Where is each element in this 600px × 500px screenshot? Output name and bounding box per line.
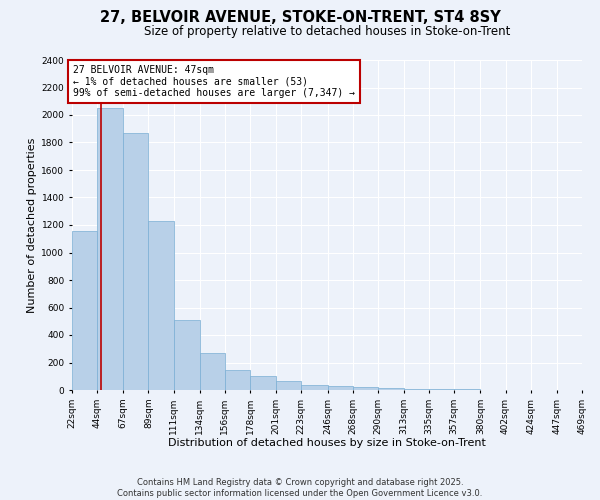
Text: 27 BELVOIR AVENUE: 47sqm
← 1% of detached houses are smaller (53)
99% of semi-de: 27 BELVOIR AVENUE: 47sqm ← 1% of detache… — [73, 65, 355, 98]
Text: Contains HM Land Registry data © Crown copyright and database right 2025.
Contai: Contains HM Land Registry data © Crown c… — [118, 478, 482, 498]
Bar — [328, 386, 353, 390]
Bar — [124, 133, 148, 390]
Bar — [225, 370, 250, 390]
Bar — [301, 384, 328, 390]
Bar — [72, 230, 97, 390]
Bar — [250, 376, 276, 390]
Y-axis label: Number of detached properties: Number of detached properties — [27, 138, 37, 312]
Bar — [276, 381, 301, 390]
Title: Size of property relative to detached houses in Stoke-on-Trent: Size of property relative to detached ho… — [144, 25, 510, 38]
Bar — [429, 389, 454, 390]
Bar — [378, 388, 404, 390]
Bar — [173, 320, 200, 390]
Bar — [200, 353, 225, 390]
X-axis label: Distribution of detached houses by size in Stoke-on-Trent: Distribution of detached houses by size … — [168, 438, 486, 448]
Bar — [353, 387, 378, 390]
Text: 27, BELVOIR AVENUE, STOKE-ON-TRENT, ST4 8SY: 27, BELVOIR AVENUE, STOKE-ON-TRENT, ST4 … — [100, 10, 500, 25]
Bar — [148, 221, 173, 390]
Bar — [97, 108, 124, 390]
Bar — [404, 388, 429, 390]
